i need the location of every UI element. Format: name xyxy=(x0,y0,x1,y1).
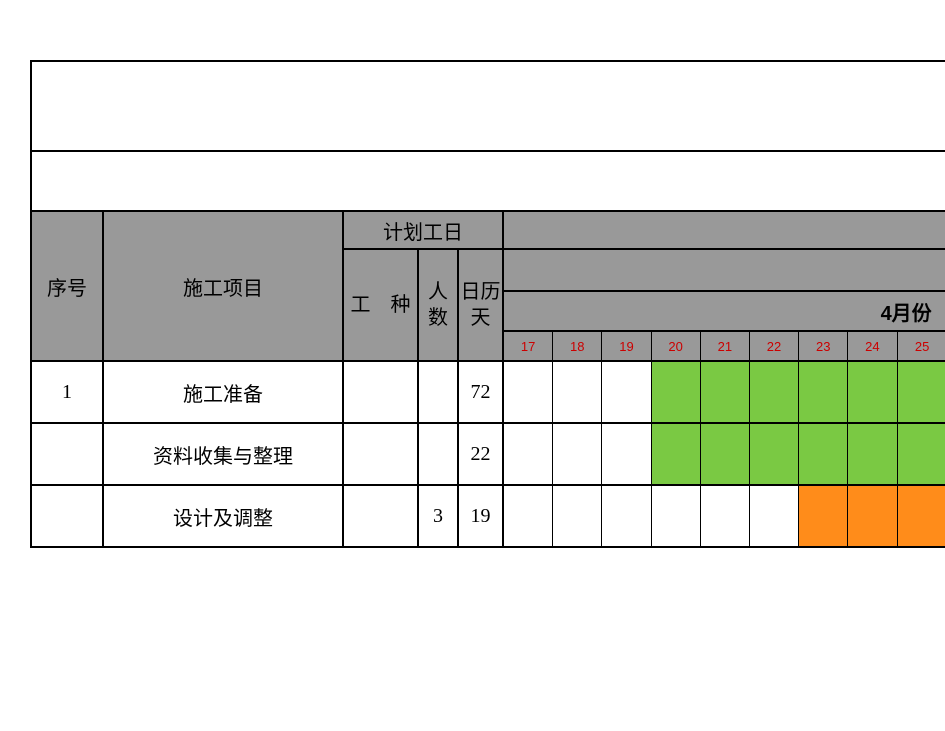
gantt-cell xyxy=(799,486,848,546)
gantt-cell xyxy=(652,362,701,422)
day-header-cell: 17 xyxy=(504,332,553,360)
cell-seq xyxy=(32,486,104,546)
cell-project: 施工准备 xyxy=(104,362,344,422)
gantt-cell xyxy=(898,362,945,422)
table-row: 资料收集与整理 22 xyxy=(32,422,945,484)
gantt-cell xyxy=(504,486,553,546)
gantt-cell xyxy=(553,362,602,422)
cell-project: 资料收集与整理 xyxy=(104,424,344,484)
title-area-2 xyxy=(32,152,945,212)
gantt-area xyxy=(504,362,945,422)
header-plan-title: 计划工日 xyxy=(344,212,504,250)
gantt-cell xyxy=(553,486,602,546)
gantt-cell xyxy=(602,362,651,422)
cell-seq xyxy=(32,424,104,484)
day-header-cell: 20 xyxy=(652,332,701,360)
gantt-cell xyxy=(504,362,553,422)
day-header-cell: 25 xyxy=(898,332,945,360)
gantt-cell xyxy=(750,424,799,484)
title-area-1 xyxy=(32,62,945,152)
day-header-cell: 18 xyxy=(553,332,602,360)
day-header-cell: 23 xyxy=(799,332,848,360)
gantt-cell xyxy=(848,486,897,546)
gantt-cell xyxy=(701,486,750,546)
cell-project: 设计及调整 xyxy=(104,486,344,546)
gantt-cell xyxy=(898,486,945,546)
cell-seq: 1 xyxy=(32,362,104,422)
gantt-area xyxy=(504,424,945,484)
gantt-cell xyxy=(898,424,945,484)
cell-work-type xyxy=(344,486,419,546)
gantt-cell xyxy=(652,424,701,484)
cell-cal-days: 22 xyxy=(459,424,504,484)
header-row: 序号 施工项目 计划工日 工 种 人数 日历天 4月份 171819202122… xyxy=(32,212,945,360)
day-header-cell: 22 xyxy=(750,332,799,360)
cal-blank-mid xyxy=(504,250,945,292)
cell-people xyxy=(419,424,459,484)
cal-days-row: 171819202122232425 xyxy=(504,332,945,360)
gantt-cell xyxy=(799,424,848,484)
header-project: 施工项目 xyxy=(104,212,344,360)
table-row: 设计及调整 319 xyxy=(32,484,945,546)
cal-blank-top xyxy=(504,212,945,250)
cell-cal-days: 19 xyxy=(459,486,504,546)
table-body: 序号 施工项目 计划工日 工 种 人数 日历天 4月份 171819202122… xyxy=(32,212,945,546)
header-work-type: 工 种 xyxy=(344,250,419,360)
header-seq: 序号 xyxy=(32,212,104,360)
cell-work-type xyxy=(344,362,419,422)
header-people: 人数 xyxy=(419,250,459,360)
header-plan-group: 计划工日 工 种 人数 日历天 xyxy=(344,212,504,360)
gantt-cell xyxy=(799,362,848,422)
cal-month-label: 4月份 xyxy=(504,292,945,332)
gantt-cell xyxy=(602,424,651,484)
schedule-table: 序号 施工项目 计划工日 工 种 人数 日历天 4月份 171819202122… xyxy=(30,60,945,548)
gantt-cell xyxy=(701,424,750,484)
cell-work-type xyxy=(344,424,419,484)
gantt-cell xyxy=(504,424,553,484)
gantt-cell xyxy=(848,362,897,422)
day-header-cell: 21 xyxy=(701,332,750,360)
gantt-cell xyxy=(750,486,799,546)
gantt-area xyxy=(504,486,945,546)
day-header-cell: 24 xyxy=(848,332,897,360)
day-header-cell: 19 xyxy=(602,332,651,360)
gantt-cell xyxy=(701,362,750,422)
gantt-cell xyxy=(553,424,602,484)
cell-people xyxy=(419,362,459,422)
header-cal-days: 日历天 xyxy=(459,250,504,360)
cell-people: 3 xyxy=(419,486,459,546)
table-row: 1施工准备 72 xyxy=(32,360,945,422)
gantt-cell xyxy=(848,424,897,484)
gantt-cell xyxy=(602,486,651,546)
gantt-cell xyxy=(652,486,701,546)
cell-cal-days: 72 xyxy=(459,362,504,422)
gantt-cell xyxy=(750,362,799,422)
calendar-header: 4月份 171819202122232425 xyxy=(504,212,945,360)
